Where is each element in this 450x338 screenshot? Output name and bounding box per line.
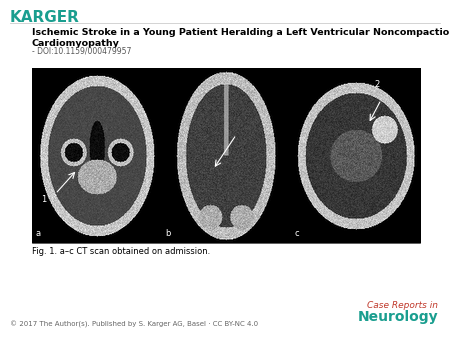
Text: Fig. 1. a–c CT scan obtained on admission.: Fig. 1. a–c CT scan obtained on admissio… <box>32 247 210 256</box>
Text: © 2017 The Author(s). Published by S. Karger AG, Basel · CC BY-NC 4.0: © 2017 The Author(s). Published by S. Ka… <box>10 321 258 328</box>
Text: c: c <box>295 229 299 238</box>
Text: 2: 2 <box>375 80 380 89</box>
Text: Neurology: Neurology <box>357 310 438 324</box>
Text: - DOI:10.1159/000479957: - DOI:10.1159/000479957 <box>32 47 131 56</box>
Text: a: a <box>36 229 41 238</box>
Text: b: b <box>165 229 171 238</box>
Text: 1: 1 <box>41 195 46 204</box>
Bar <box>32 68 420 243</box>
Text: KARGER: KARGER <box>10 10 80 25</box>
Text: Case Reports in: Case Reports in <box>367 301 438 310</box>
Text: Ischemic Stroke in a Young Patient Heralding a Left Ventricular Noncompaction
Ca: Ischemic Stroke in a Young Patient Heral… <box>32 28 450 48</box>
